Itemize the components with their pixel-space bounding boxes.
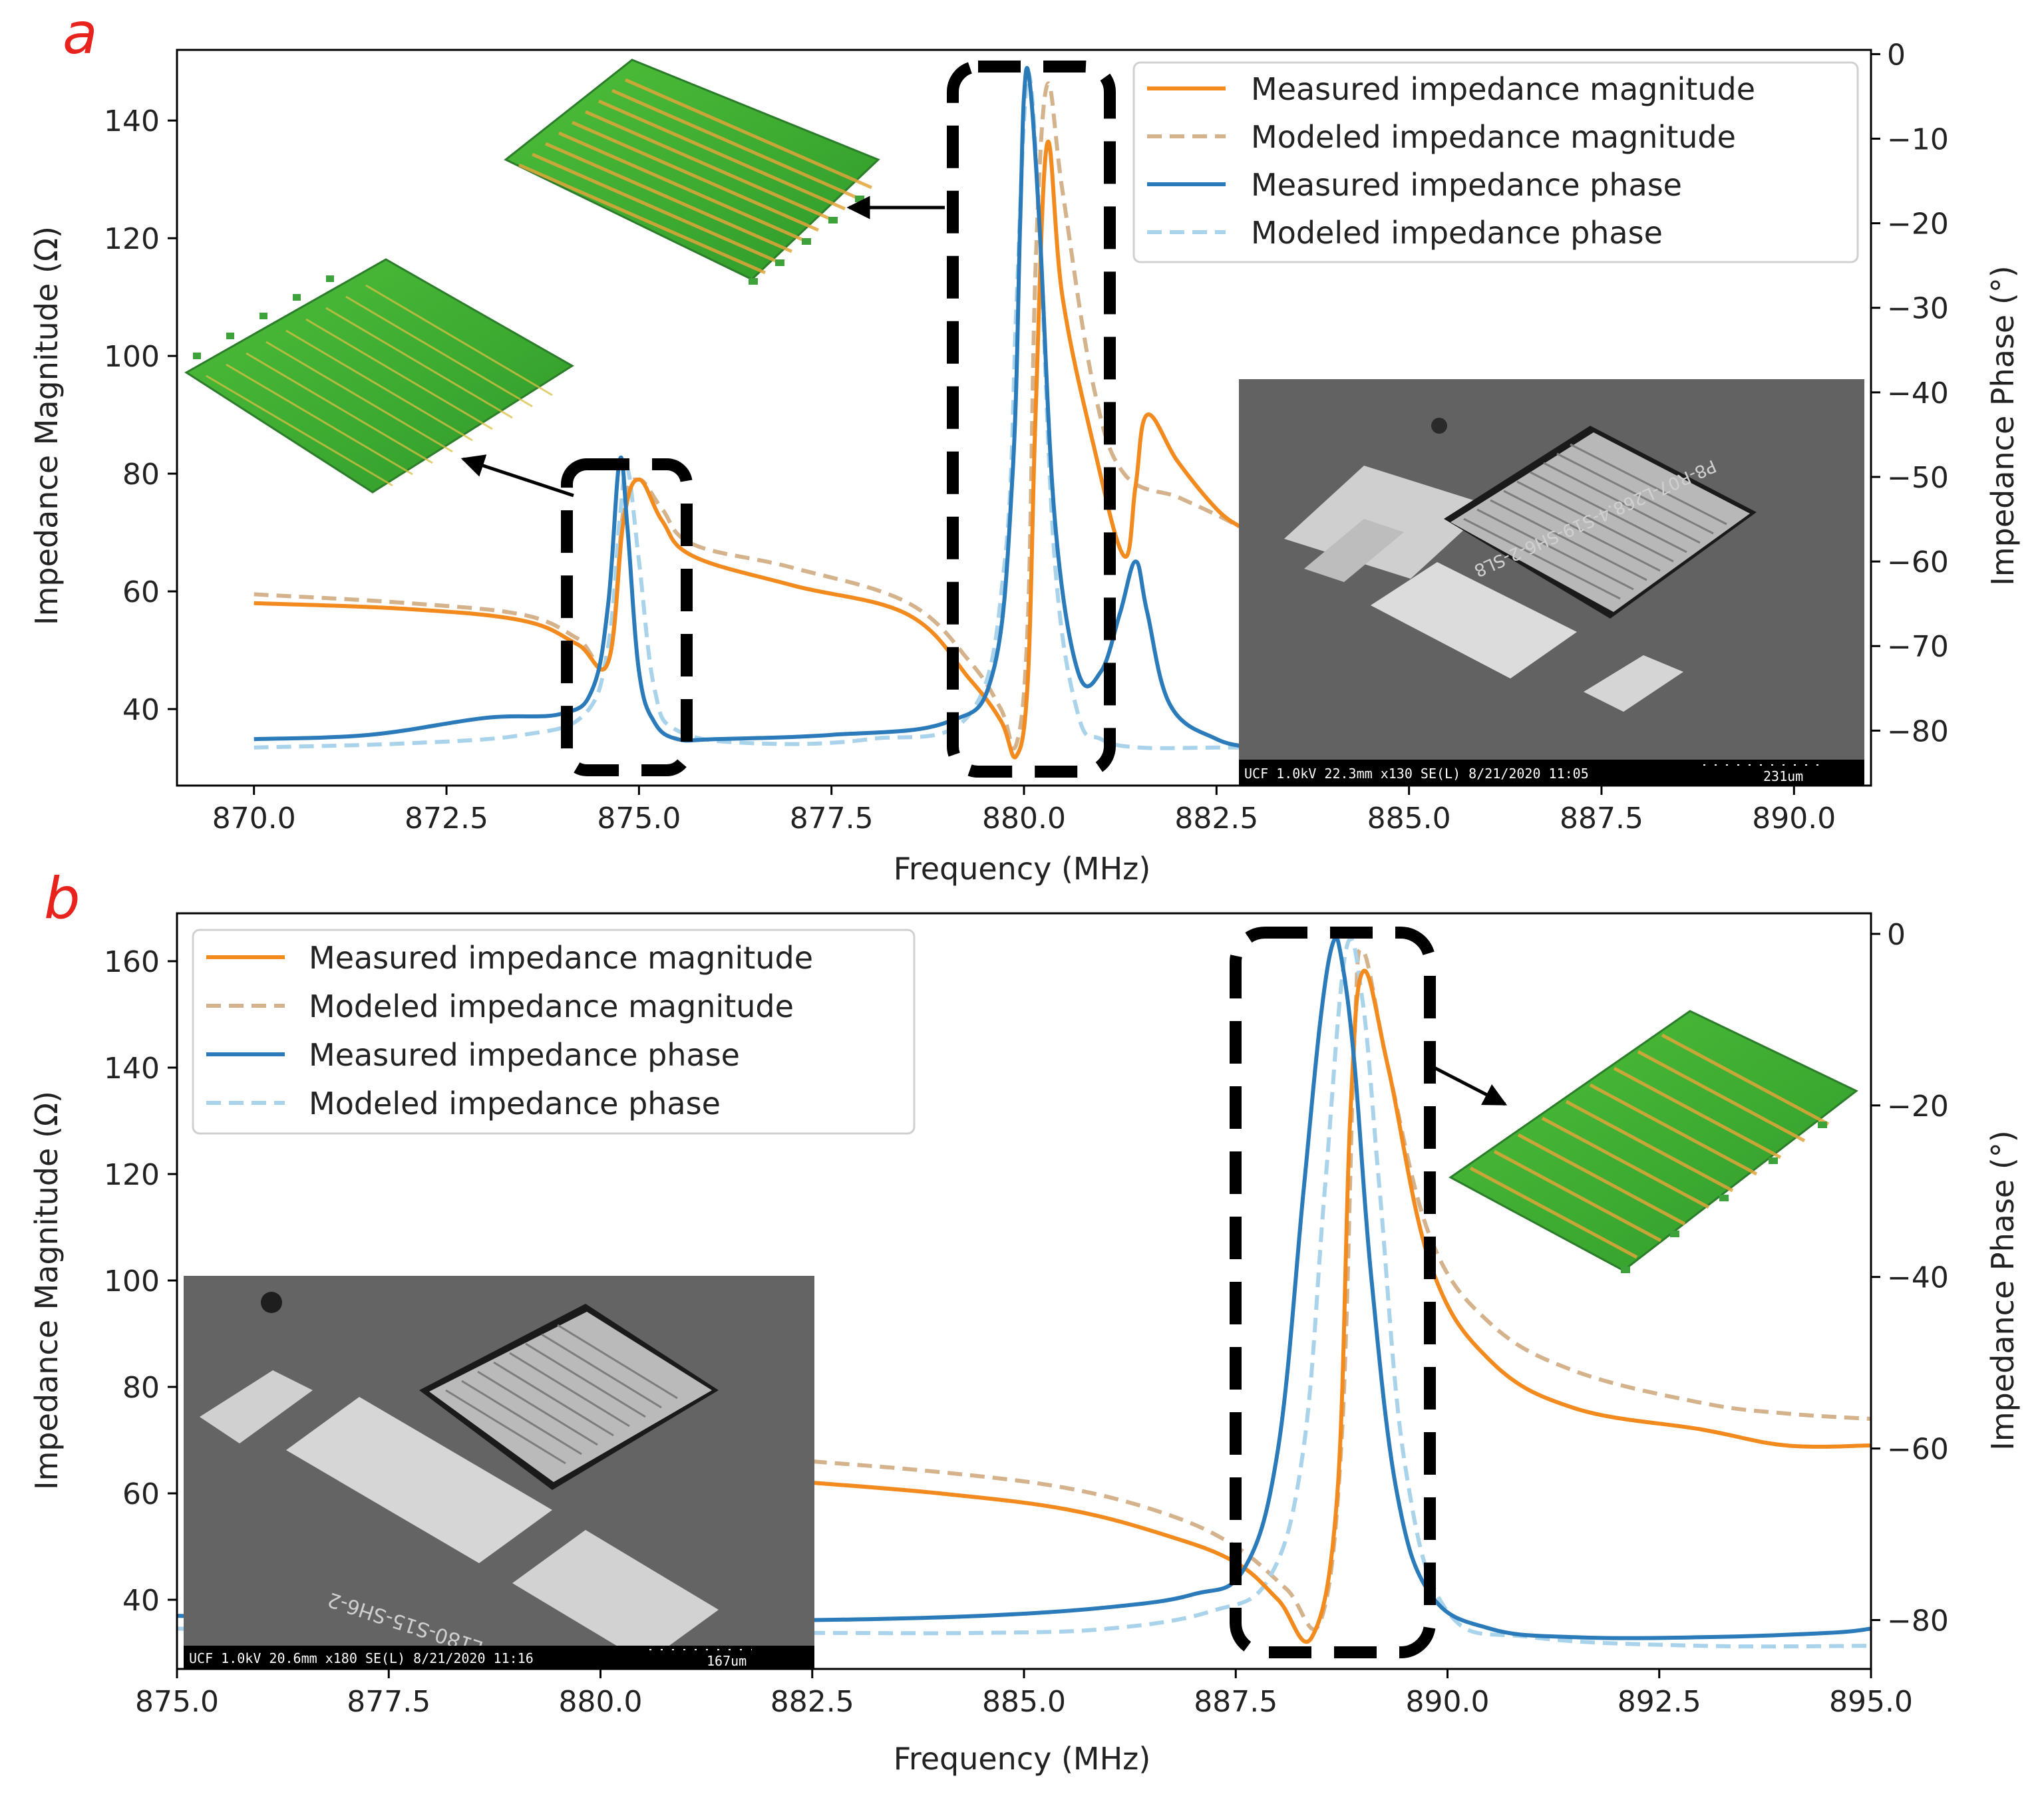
panel-letter-a: a xyxy=(63,1,98,67)
y2-tick-label-a: 0 xyxy=(1887,38,1906,72)
y2-tick-label-b: −60 xyxy=(1887,1433,1949,1467)
x-tick-label-b: 875.0 xyxy=(135,1685,219,1719)
legend-b-item-3: Modeled impedance phase xyxy=(309,1086,721,1122)
y2-axis-label-b: Impedance Phase (°) xyxy=(1985,1130,2021,1451)
x-tick-label-b: 877.5 xyxy=(347,1685,430,1719)
sem-image-inset-a: P8-R07-L268.4-S19-SH6-2-SL8 UCF 1.0kV 22… xyxy=(1239,379,1864,785)
y2-tick-label-b: −80 xyxy=(1887,1604,1949,1638)
x-tick-label-a: 872.5 xyxy=(405,802,488,835)
x-tick-label-b: 887.5 xyxy=(1194,1685,1278,1719)
legend-a-item-0: Measured impedance magnitude xyxy=(1251,71,1755,107)
panel-b: b xyxy=(29,865,2021,1777)
y-axis-label-a: Impedance Magnitude (Ω) xyxy=(29,226,65,625)
x-tick-label-a: 877.5 xyxy=(790,802,874,835)
x-tick-label-b: 892.5 xyxy=(1618,1685,1701,1719)
fem-model-inset-lower xyxy=(184,258,574,494)
legend-b: Measured impedance magnitude Modeled imp… xyxy=(192,929,916,1135)
sem-scale-a: 231um xyxy=(1763,768,1803,784)
legend-a-item-3: Modeled impedance phase xyxy=(1251,215,1663,251)
y2-tick-label-b: −20 xyxy=(1887,1090,1949,1123)
legend-a: Measured impedance magnitude Modeled imp… xyxy=(1132,61,1859,263)
highlight-box-a-center xyxy=(947,61,1116,778)
y2-tick-label-a: −80 xyxy=(1887,714,1949,748)
x-tick-label-a: 880.0 xyxy=(982,802,1066,835)
highlight-box-a-left xyxy=(561,458,693,776)
y-tick-label-b: 100 xyxy=(104,1265,160,1298)
y2-tick-label-a: −70 xyxy=(1887,630,1949,664)
legend-a-item-1: Modeled impedance magnitude xyxy=(1251,119,1736,155)
fem-model-inset-b xyxy=(1448,1010,1858,1273)
x-tick-label-a: 885.0 xyxy=(1367,802,1451,835)
ticks-a: 870.0 872.5 875.0 877.5 880.0 882.5 885.0 887.5… xyxy=(104,38,1949,835)
sem-scale-b: 167um xyxy=(707,1653,747,1669)
y2-tick-label-b: 0 xyxy=(1887,918,1906,952)
y2-tick-label-a: −60 xyxy=(1887,545,1949,579)
legend-b-item-1: Modeled impedance magnitude xyxy=(309,988,794,1024)
sem-image-inset-b: R33-L180-S15-SH6-2 UCF 1.0kV 20.6mm x180… xyxy=(184,1276,814,1674)
y2-tick-label-a: −40 xyxy=(1887,376,1949,410)
y-tick-label-a: 80 xyxy=(122,458,160,492)
x-tick-label-a: 882.5 xyxy=(1174,802,1258,835)
legend-a-item-2: Measured impedance phase xyxy=(1251,167,1682,203)
x-tick-label-a: 870.0 xyxy=(212,802,296,835)
fem-model-inset-upper xyxy=(504,59,880,285)
y-tick-label-b: 160 xyxy=(104,945,160,979)
sem-caption-a: UCF 1.0kV 22.3mm x130 SE(L) 8/21/2020 11… xyxy=(1244,766,1589,782)
y-tick-label-b: 120 xyxy=(104,1158,160,1192)
x-tick-label-b: 885.0 xyxy=(982,1685,1066,1719)
y-tick-label-a: 60 xyxy=(122,575,160,609)
series-b-modeled-impedance-magnitude xyxy=(812,947,1871,1632)
sem-caption-b: UCF 1.0kV 20.6mm x180 SE(L) 8/21/2020 11… xyxy=(189,1650,534,1666)
y-tick-label-a: 120 xyxy=(104,222,160,256)
series-a-measured-impedance-magnitude xyxy=(254,140,1241,760)
x-axis-label-a: Frequency (MHz) xyxy=(894,851,1151,887)
y-tick-label-a: 100 xyxy=(104,340,160,374)
highlight-box-b xyxy=(1230,927,1436,1658)
legend-b-item-0: Measured impedance magnitude xyxy=(309,940,813,976)
arrow-b xyxy=(1424,1061,1508,1106)
x-tick-label-a: 890.0 xyxy=(1752,802,1836,835)
x-tick-label-b: 895.0 xyxy=(1829,1685,1913,1719)
curves-a xyxy=(254,66,1256,760)
x-tick-label-b: 880.0 xyxy=(559,1685,643,1719)
series-b-measured-impedance-magnitude xyxy=(812,969,1871,1644)
series-a-measured-impedance-phase xyxy=(254,66,1256,750)
x-axis-label-b: Frequency (MHz) xyxy=(894,1741,1151,1777)
y-tick-label-b: 40 xyxy=(122,1584,160,1618)
y-tick-label-b: 60 xyxy=(122,1477,160,1511)
panel-a: a xyxy=(29,1,2021,887)
x-tick-label-a: 887.5 xyxy=(1560,802,1643,835)
y-tick-label-b: 140 xyxy=(104,1052,160,1086)
y2-tick-label-a: −30 xyxy=(1887,292,1949,326)
y2-tick-label-a: −50 xyxy=(1887,461,1949,495)
y-tick-label-b: 80 xyxy=(122,1371,160,1405)
y2-axis-label-a: Impedance Phase (°) xyxy=(1985,265,2021,586)
panel-letter-b: b xyxy=(44,865,81,932)
y-tick-label-a: 40 xyxy=(122,693,160,727)
arrow-a-lower xyxy=(460,454,574,498)
y2-tick-label-b: −40 xyxy=(1887,1261,1949,1295)
x-tick-label-b: 882.5 xyxy=(770,1685,854,1719)
y2-tick-label-a: −10 xyxy=(1887,122,1949,156)
x-tick-label-a: 875.0 xyxy=(597,802,681,835)
y-tick-label-a: 140 xyxy=(104,104,160,138)
legend-b-item-2: Measured impedance phase xyxy=(309,1037,740,1073)
y2-tick-label-a: −20 xyxy=(1887,208,1949,241)
ticks-b: 875.0 877.5 880.0 882.5 885.0 887.5 890.0 892.5… xyxy=(104,918,1949,1719)
x-tick-label-b: 890.0 xyxy=(1406,1685,1490,1719)
y-axis-label-b: Impedance Magnitude (Ω) xyxy=(29,1091,65,1490)
